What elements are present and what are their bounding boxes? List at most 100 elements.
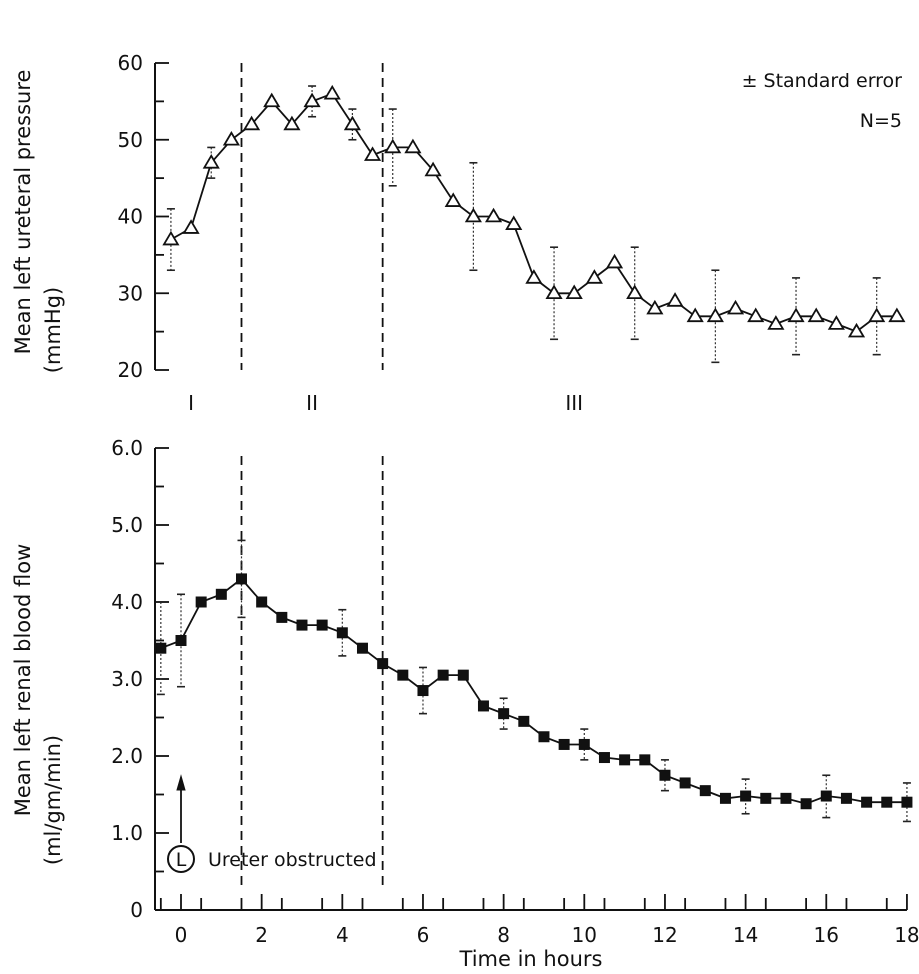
bottom-data-point [276, 611, 288, 623]
top-data-point [222, 130, 240, 146]
top-data-point [202, 153, 220, 169]
bottom-data-point [437, 669, 449, 681]
bottom-data-point [639, 754, 651, 766]
bottom-series-line [160, 577, 907, 805]
top-series-line [170, 92, 897, 333]
bottom-data-point [498, 708, 510, 720]
top-ylabel: Mean left ureteral pressure [11, 70, 35, 355]
bottom-data-point [679, 777, 691, 789]
plot-layer: 20 30 40 50 60 0 1.0 2.0 3.0 4.0 5.0 6.0 0 2 4 6 8 10 12 14… [111, 51, 919, 947]
bottom-data-point [356, 642, 368, 654]
top-data-point [545, 284, 563, 300]
top-data-point [464, 207, 482, 223]
top-data-point [505, 215, 523, 230]
bottom-data-point [417, 685, 429, 697]
bottom-data-point [780, 792, 792, 804]
bottom-data-point [538, 731, 550, 743]
bottom-data-point [377, 658, 389, 670]
phase-label: I [188, 391, 194, 415]
top-y-tick-label: 60 [118, 51, 143, 75]
bottom-data-point [861, 796, 873, 808]
top-data-point [404, 138, 422, 154]
x-axis-title: Time in hours [459, 947, 603, 971]
top-y-tick-label: 30 [118, 281, 143, 305]
top-data-point [646, 299, 664, 315]
bottom-y-tick-label: 1.0 [111, 821, 143, 845]
bottom-ylabel: Mean left renal blood flow [11, 544, 35, 816]
bottom-data-point [256, 596, 268, 608]
bottom-data-point [155, 642, 167, 654]
phase-label: II [306, 391, 318, 415]
bottom-data-point [397, 669, 409, 681]
top-data-point [283, 115, 301, 131]
bottom-y-tick-label: 5.0 [111, 513, 143, 537]
bottom-data-point [477, 700, 489, 712]
bottom-data-point [840, 792, 852, 804]
top-data-point [484, 207, 503, 223]
bottom-y-tick-label: 2.0 [111, 744, 143, 768]
bottom-data-point [699, 785, 711, 797]
bottom-data-point [901, 796, 913, 808]
bottom-data-point [800, 798, 812, 810]
bottom-y-tick-label: 6.0 [111, 436, 143, 460]
bottom-data-point [719, 792, 731, 804]
top-data-point [888, 307, 906, 323]
bottom-data-point [820, 790, 832, 802]
bottom-data-point [598, 752, 610, 764]
top-data-point [162, 230, 180, 246]
top-data-point [384, 138, 402, 154]
x-tick-label: 10 [572, 923, 597, 947]
obstruction-label: Ureter obstructed [208, 849, 377, 871]
top-data-point [726, 299, 745, 315]
bottom-data-point [215, 588, 227, 600]
top-data-point [706, 307, 724, 323]
bottom-data-point [619, 754, 631, 766]
bottom-data-point [175, 635, 187, 646]
top-data-point [263, 92, 281, 108]
top-data-point [747, 307, 765, 323]
x-tick-label: 8 [497, 923, 510, 947]
top-data-point [323, 84, 341, 100]
obstruction-symbol-circle [167, 845, 195, 873]
x-tick-label: 6 [417, 923, 430, 947]
bottom-data-point [235, 573, 247, 585]
x-tick-label: 4 [336, 923, 349, 947]
top-data-point [585, 269, 603, 284]
obstruction-arrowhead [176, 774, 186, 791]
bottom-y-tick-label: 4.0 [111, 590, 143, 614]
top-data-point [807, 307, 825, 323]
bottom-data-point [316, 619, 328, 631]
n-note: N=5 [860, 110, 902, 132]
bottom-y-tick-label: 0 [130, 898, 143, 922]
top-data-point [605, 253, 624, 269]
top-yunit: (mmHg) [41, 287, 65, 373]
bottom-data-point [740, 790, 752, 802]
bottom-data-point [659, 769, 671, 781]
x-tick-label: 0 [175, 923, 188, 947]
bottom-data-point [881, 796, 893, 808]
top-y-tick-label: 50 [118, 128, 143, 152]
top-data-point [686, 307, 704, 323]
bottom-data-point [195, 596, 207, 608]
top-data-point [847, 322, 866, 338]
top-data-point [182, 219, 200, 234]
x-tick-label: 14 [733, 923, 758, 947]
bottom-data-point [578, 738, 590, 750]
top-data-point [303, 92, 321, 108]
bottom-data-point [296, 619, 308, 631]
top-data-point [363, 146, 382, 161]
bottom-data-point [457, 669, 469, 681]
obstruction-symbol: L [176, 849, 187, 871]
top-data-point [626, 284, 644, 300]
x-tick-label: 16 [814, 923, 839, 947]
bottom-y-tick-label: 3.0 [111, 667, 143, 691]
top-data-point [666, 292, 684, 307]
std-error-note: ± Standard error [742, 70, 903, 92]
top-data-point [525, 269, 543, 284]
x-tick-label: 2 [255, 923, 268, 947]
top-data-point [787, 307, 805, 323]
bottom-data-point [558, 738, 570, 750]
phase-label: III [565, 391, 583, 415]
bottom-data-point [518, 715, 530, 727]
